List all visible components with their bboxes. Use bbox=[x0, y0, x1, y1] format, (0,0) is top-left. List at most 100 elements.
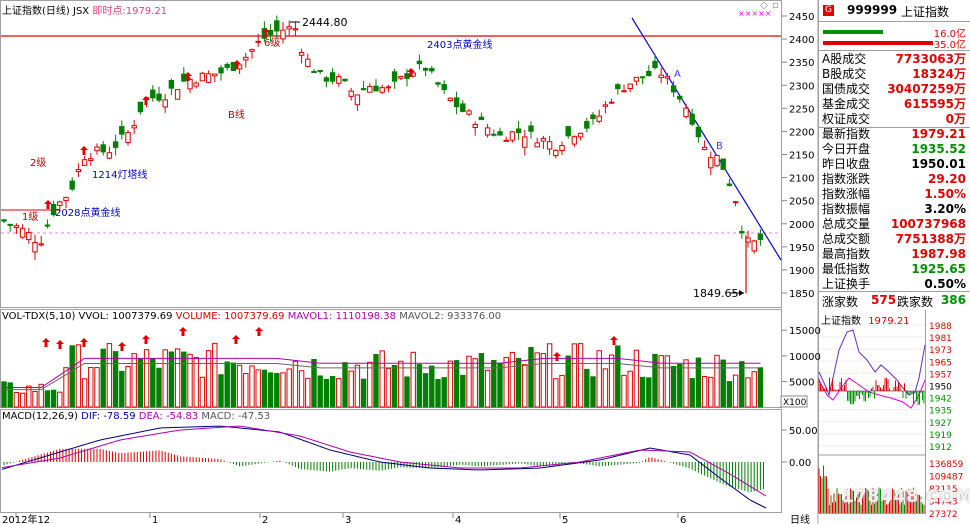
volume-value: VOLUME: 1007379.69 bbox=[175, 311, 285, 322]
intraday-price-tick: 1912 bbox=[929, 443, 952, 453]
candle-body bbox=[739, 231, 745, 234]
price-tick-label: 2350 bbox=[789, 58, 814, 69]
candle-body bbox=[106, 152, 113, 159]
candle-body bbox=[224, 63, 230, 68]
candle-body bbox=[621, 90, 627, 93]
volume-bar bbox=[441, 377, 447, 408]
up-arrow-icon bbox=[179, 327, 187, 336]
volume-bar bbox=[131, 353, 137, 408]
volume-bar bbox=[174, 348, 181, 408]
candle-body bbox=[218, 67, 224, 74]
volume-bar bbox=[534, 352, 540, 408]
dif-value: DIF: -78.59 bbox=[81, 411, 136, 422]
date-tick-label: 4 bbox=[455, 515, 461, 524]
intraday-price-tick: 1927 bbox=[929, 419, 952, 429]
up-arrow-icon bbox=[184, 72, 192, 81]
quote-row: 国债成交 30407259万 bbox=[819, 82, 970, 97]
candle-body bbox=[602, 104, 609, 107]
period-label: 日线 bbox=[790, 513, 810, 524]
volume-bar bbox=[168, 351, 175, 408]
quote-row-value: 100737968 bbox=[890, 217, 966, 231]
candle-body bbox=[1, 219, 7, 222]
volume-bar bbox=[218, 374, 224, 408]
low-point-label: 1849.65 bbox=[693, 287, 739, 300]
candle-body bbox=[373, 85, 379, 92]
volume-bar bbox=[317, 375, 323, 408]
gold-2028-label: 2028点黄金线 bbox=[55, 206, 120, 219]
candle-body bbox=[311, 71, 317, 74]
candle-body bbox=[726, 183, 733, 186]
inflow-bar bbox=[823, 30, 883, 34]
candle-body bbox=[131, 125, 137, 129]
quote-row-value: 1935.52 bbox=[911, 142, 966, 156]
volume-bar bbox=[608, 354, 615, 408]
volume-bar bbox=[509, 351, 516, 408]
intraday-volume-tick: 54743 bbox=[929, 498, 958, 508]
volume-bar bbox=[81, 378, 88, 408]
date-tick-label: 6 bbox=[680, 515, 686, 524]
volume-bar bbox=[342, 362, 348, 408]
b-line-label: B线 bbox=[228, 108, 245, 121]
candle-body bbox=[503, 139, 509, 142]
volume-bar bbox=[689, 378, 695, 408]
quote-row-value: 3.20% bbox=[924, 202, 966, 216]
volume-bar bbox=[305, 377, 311, 408]
quote-row-value: 29.20 bbox=[928, 172, 966, 186]
mavol1-value: MAVOL1: 1110198.38 bbox=[287, 311, 397, 322]
diamond-icon[interactable]: ◇ bbox=[760, 0, 768, 11]
quote-row: 最低指数 1925.65 bbox=[819, 262, 970, 277]
price-tick-label: 2300 bbox=[789, 81, 814, 92]
quote-row-label: 今日开盘 bbox=[822, 142, 871, 156]
vvol-value: VVOL: 1007379.69 bbox=[78, 311, 173, 322]
quote-row: 指数振幅 3.20% bbox=[819, 202, 970, 217]
candle-body bbox=[88, 158, 94, 161]
volume-bar bbox=[466, 355, 472, 408]
volume-tick-label: 10000 bbox=[789, 352, 821, 363]
fall-count-label: 跌家数 bbox=[897, 295, 934, 309]
candle-body bbox=[162, 99, 168, 108]
candle-body bbox=[546, 141, 553, 150]
volume-bar bbox=[621, 374, 627, 408]
candle-body bbox=[590, 114, 596, 120]
price-tick-label: 2150 bbox=[789, 151, 814, 162]
date-tick-label: 3 bbox=[345, 515, 351, 524]
candle-body bbox=[336, 76, 342, 84]
volume-bar bbox=[57, 391, 63, 408]
quote-row-value: 7751388万 bbox=[895, 232, 966, 246]
volume-bar bbox=[726, 381, 733, 408]
volume-bar bbox=[348, 370, 354, 408]
volume-bar bbox=[435, 379, 441, 408]
volume-tick-label: 15000 bbox=[789, 326, 821, 337]
candle-body bbox=[94, 146, 100, 152]
candle-body bbox=[367, 85, 373, 93]
volume-bar bbox=[125, 365, 131, 408]
volume-unit-label: X100 bbox=[783, 398, 807, 408]
expand-icon[interactable]: ▫ bbox=[772, 0, 779, 11]
volume-bar bbox=[280, 372, 286, 408]
candle-body bbox=[119, 126, 125, 135]
candle-body bbox=[608, 101, 615, 104]
candle-body bbox=[720, 158, 726, 170]
candle-body bbox=[658, 74, 664, 79]
volume-panel-frame bbox=[0, 309, 782, 408]
wave-b-label: B bbox=[716, 141, 723, 152]
volume-bar bbox=[156, 367, 162, 408]
quote-row-value: 1925.65 bbox=[911, 262, 966, 276]
candle-body bbox=[615, 84, 621, 90]
up-arrow-icon bbox=[233, 60, 241, 69]
intraday-volume-tick: 136859 bbox=[929, 460, 964, 470]
rise-count-value: 575 bbox=[871, 293, 897, 307]
candle-body bbox=[385, 86, 392, 89]
volume-bar bbox=[112, 351, 119, 408]
price-tick-label: 1850 bbox=[789, 289, 814, 300]
volume-bar bbox=[497, 362, 503, 408]
candle-body bbox=[422, 67, 429, 71]
quote-row: 昨日收盘 1950.01 bbox=[819, 157, 970, 172]
volume-bar bbox=[249, 365, 255, 408]
up-arrow-icon bbox=[42, 338, 50, 347]
stock-name: 上证指数 bbox=[901, 5, 950, 19]
up-arrow-icon bbox=[44, 200, 52, 209]
candle-body bbox=[32, 241, 38, 253]
stock-badge: G bbox=[823, 5, 834, 16]
